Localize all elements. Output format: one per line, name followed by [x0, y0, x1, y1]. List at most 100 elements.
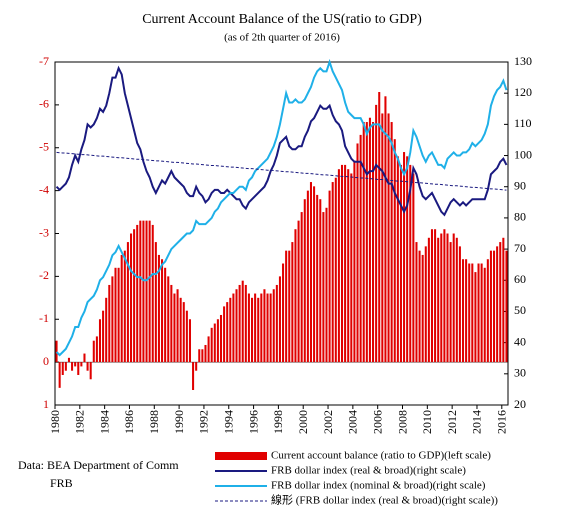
y2-tick-label: 130 — [514, 54, 532, 68]
line — [55, 65, 508, 217]
x-tick-label: 2002 — [321, 410, 335, 434]
x-tick-label: 1992 — [197, 410, 211, 434]
y2-tick-label: 60 — [514, 272, 526, 286]
bar — [384, 96, 387, 363]
bar — [58, 362, 61, 388]
bar — [285, 250, 288, 363]
y-tick-label: -2 — [39, 268, 49, 282]
bar — [117, 267, 120, 363]
bar — [266, 293, 269, 363]
y2-tick-label: 110 — [514, 116, 532, 130]
x-tick-label: 1998 — [271, 410, 285, 434]
x-tick-label: 2006 — [370, 410, 384, 434]
bar — [263, 289, 266, 363]
bar — [238, 284, 241, 363]
x-tick-label: 1988 — [147, 410, 161, 434]
bar — [226, 302, 229, 363]
bar — [111, 276, 114, 363]
bar — [430, 229, 434, 363]
bar — [350, 173, 353, 363]
bar — [120, 254, 123, 363]
y2-tick-label: 80 — [514, 210, 526, 224]
bar — [455, 237, 458, 363]
bar — [86, 362, 89, 371]
bar — [213, 323, 216, 363]
bar — [269, 293, 272, 363]
y2-tick-label: 70 — [514, 241, 526, 255]
bar — [133, 229, 136, 363]
bar — [449, 242, 452, 363]
bar — [288, 250, 291, 363]
bar — [465, 259, 468, 363]
bar — [95, 336, 98, 363]
bar — [123, 250, 126, 363]
bar — [437, 237, 440, 363]
bar — [64, 362, 67, 371]
bar — [496, 246, 499, 363]
bar — [368, 117, 371, 363]
y-tick-label: -6 — [39, 97, 49, 111]
bar — [344, 164, 347, 363]
y-tick-label: -3 — [39, 225, 49, 239]
bar — [148, 220, 151, 363]
x-tick-label: 1984 — [97, 410, 111, 434]
bar — [434, 229, 437, 363]
bar — [396, 156, 399, 363]
bar — [154, 242, 157, 363]
y-tick-label: -7 — [39, 54, 49, 68]
x-tick-label: 1990 — [172, 410, 186, 434]
x-tick-label: 1994 — [222, 410, 236, 434]
bar — [493, 250, 496, 363]
bar — [399, 164, 402, 363]
x-tick-label: 1986 — [122, 410, 136, 434]
bar — [257, 297, 260, 363]
bar — [480, 263, 483, 363]
bar — [179, 297, 182, 363]
bar — [393, 139, 396, 363]
bar — [232, 293, 235, 363]
legend-label: 線形 (FRB dollar index (real & broad)(righ… — [271, 493, 498, 507]
bar — [297, 220, 300, 363]
bar — [421, 254, 424, 363]
bar — [80, 362, 83, 367]
bar — [235, 289, 238, 363]
bar — [477, 263, 480, 363]
bar — [375, 104, 378, 363]
bar — [210, 327, 213, 363]
bar — [322, 212, 325, 363]
source: FRB — [50, 476, 73, 490]
bar — [151, 224, 154, 363]
bar — [204, 344, 207, 363]
bar — [409, 164, 412, 363]
bar — [282, 263, 285, 363]
bar — [223, 306, 226, 363]
bar — [188, 319, 191, 363]
bar — [129, 233, 133, 363]
bar — [443, 229, 446, 363]
bar — [207, 336, 210, 363]
bar — [195, 362, 198, 371]
y-tick-label: -4 — [39, 182, 49, 196]
bar — [471, 263, 474, 363]
bar — [176, 289, 179, 363]
bar — [505, 250, 508, 363]
bar — [142, 220, 145, 363]
bar — [83, 353, 86, 363]
bar — [403, 152, 406, 363]
y2-tick-label: 100 — [514, 147, 532, 161]
bar — [71, 362, 74, 371]
bar — [303, 199, 306, 363]
bar — [247, 293, 250, 363]
bar — [244, 284, 247, 363]
bar — [418, 250, 421, 363]
bar — [483, 267, 486, 363]
y2-tick-label: 30 — [514, 366, 526, 380]
bar — [291, 242, 294, 363]
bar — [260, 293, 263, 363]
y-tick-label: 1 — [43, 397, 49, 411]
bar — [92, 340, 95, 363]
bar — [387, 113, 390, 363]
bar — [114, 267, 117, 363]
legend-swatch — [215, 452, 267, 460]
